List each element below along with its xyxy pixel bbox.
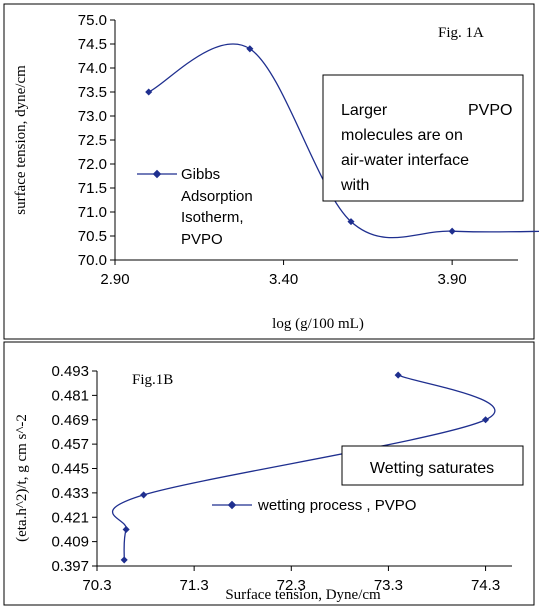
panel-b-x-tick-label: 70.3 <box>82 577 111 594</box>
legend-a-line-3: Isotherm, <box>181 209 244 226</box>
panel-a-legend: Gibbs Adsorption Isotherm, PVPO <box>137 166 253 248</box>
annotation-word-pvpo: PVPO <box>468 102 512 119</box>
panel-a-data-point <box>448 227 456 235</box>
panel-a-y-axis-label: surface tension, dyne/cm <box>13 65 29 215</box>
panel-b-y-tick-label: 0.409 <box>51 534 89 551</box>
panel-b-y-tick-label: 0.481 <box>51 387 89 404</box>
panel-b-data-point <box>482 416 490 424</box>
panel-a-data-point <box>347 218 355 226</box>
panel-b-x-tick-label: 74.3 <box>471 577 500 594</box>
panel-a-annotation-box <box>322 74 524 202</box>
panel-b-data-point <box>140 491 148 499</box>
panel-a-y-tick-label: 70.0 <box>78 252 107 269</box>
panel-b-data-point <box>122 525 130 533</box>
legend-b-label: wetting process , PVPO <box>257 497 416 514</box>
panel-b-data-points <box>120 371 490 564</box>
panel-a-y-tick-label: 73.0 <box>78 108 107 125</box>
panel-b-x-tick-label: 71.3 <box>180 577 209 594</box>
chart-panel-b: Fig.1B 0.397 0.409 0.421 0.433 0.445 0.457 0.4… <box>3 341 535 606</box>
panel-b-legend: wetting process , PVPO <box>212 497 416 514</box>
fig-1a-label: Fig. 1A <box>438 25 484 41</box>
panel-b-data-point <box>394 371 402 379</box>
panel-a-data-point <box>145 88 153 96</box>
panel-a-y-tick-label: 71.5 <box>78 180 107 197</box>
panel-b-data-point <box>120 556 128 564</box>
panel-b-annotation: Wetting saturates <box>370 460 494 477</box>
panel-a-y-tick-label: 74.5 <box>78 36 107 53</box>
panel-a-y-tick-label: 72.5 <box>78 132 107 149</box>
panel-a-series-line <box>148 43 539 239</box>
panel-a-x-tick-label: 2.90 <box>100 271 129 288</box>
panel-b-y-ticks: 0.397 0.409 0.421 0.433 0.445 0.457 0.469 0.481… <box>51 363 97 575</box>
panel-a-x-tick-label: 3.40 <box>269 271 298 288</box>
legend-a-marker <box>152 169 162 179</box>
panel-b-y-tick-label: 0.433 <box>51 485 89 502</box>
panel-a-data-point <box>246 45 254 53</box>
annotation-word-larger: Larger <box>341 102 388 119</box>
panel-b-y-tick-label: 0.445 <box>51 461 89 478</box>
panel-b-annotation-box <box>341 445 524 486</box>
panel-a-y-ticks: 70.0 70.5 71.0 71.5 72.0 72.5 73.0 73.5 74.0 74.5… <box>78 12 115 269</box>
legend-a-line-1: Gibbs <box>181 166 220 183</box>
panel-b-x-tick-label: 72.3 <box>277 577 306 594</box>
panel-a-y-tick-label: 71.0 <box>78 204 107 221</box>
legend-b-marker <box>227 500 237 510</box>
panel-b-y-tick-label: 0.397 <box>51 558 89 575</box>
legend-a-line-4: PVPO <box>181 231 223 248</box>
panel-a-y-tick-label: 73.5 <box>78 84 107 101</box>
panel-a-data-points <box>145 45 456 235</box>
annotation-line-4: with <box>340 177 369 194</box>
panel-a-y-tick-label: 75.0 <box>78 12 107 29</box>
chart-panel-a: Fig. 1A 70.0 70.5 71.0 71.5 72.0 72.5 73.0 73.5… <box>3 3 539 340</box>
panel-a-y-tick-label: 74.0 <box>78 60 107 77</box>
panel-a-x-axis-label: log (g/100 mL) <box>272 316 364 332</box>
panel-a-y-tick-label: 70.5 <box>78 228 107 245</box>
panel-b-x-tick-label: 73.3 <box>374 577 403 594</box>
panel-b-x-ticks: 70.3 71.3 72.3 73.3 74.3 <box>82 566 500 594</box>
panel-b-y-tick-label: 0.457 <box>51 436 89 453</box>
panel-b-x-axis-label: Surface tension, Dyne/cm <box>225 587 381 603</box>
panel-a-y-tick-label: 72.0 <box>78 156 107 173</box>
panel-a-x-tick-label: 3.90 <box>438 271 467 288</box>
panel-b-y-tick-label: 0.493 <box>51 363 89 380</box>
legend-a-line-2: Adsorption <box>181 188 253 205</box>
panel-b-y-tick-label: 0.469 <box>51 412 89 429</box>
panel-a-x-ticks: 2.90 3.40 3.90 <box>100 260 467 288</box>
fig-1b-label: Fig.1B <box>132 372 173 388</box>
annotation-line-3: air-water interface <box>341 152 469 169</box>
annotation-line-2: molecules are on <box>341 127 463 144</box>
panel-b-y-axis-label: (eta.h^2)/t, g cm s^-2 <box>14 414 30 542</box>
panel-b-frame <box>3 341 535 606</box>
panel-b-y-tick-label: 0.421 <box>51 509 89 526</box>
panel-a-frame <box>3 3 535 340</box>
